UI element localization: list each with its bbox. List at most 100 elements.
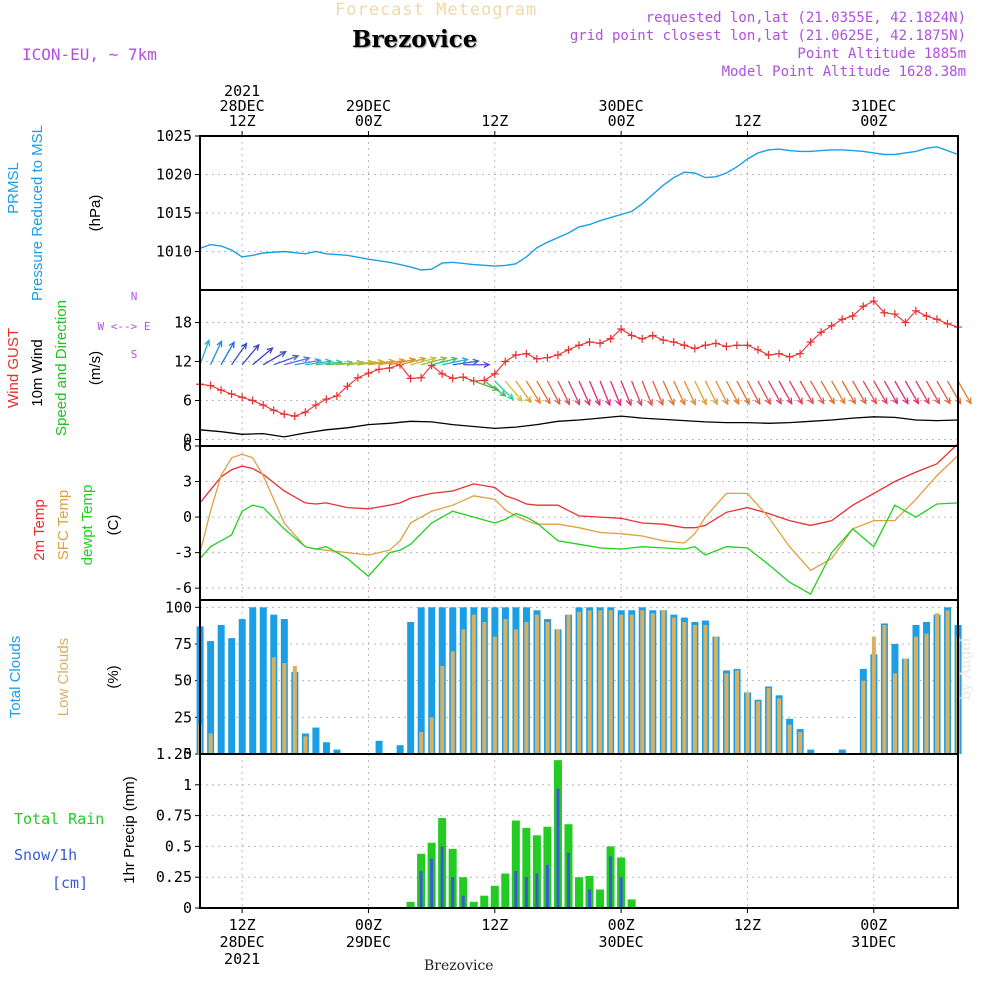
low-clouds-bar <box>650 613 655 754</box>
wind-direction-arrowhead <box>625 399 632 407</box>
temp-unit-label: (C) <box>105 515 122 536</box>
wind-gust-point <box>617 325 626 333</box>
low-clouds-bar <box>640 610 645 754</box>
total-clouds-bar <box>396 745 404 754</box>
clouds-y-tick-label: 0 <box>183 745 192 763</box>
wind-gust-point <box>385 364 394 372</box>
wind-gust-point <box>890 310 899 319</box>
wind-direction-arrowhead <box>807 397 814 405</box>
wind-direction-arrow <box>294 359 321 366</box>
wind-direction-arrow <box>704 380 718 405</box>
wind-direction-arrowhead <box>796 397 803 406</box>
compass-south: S <box>131 348 138 361</box>
wind-direction-arrow <box>199 340 210 365</box>
wind-direction-arrow <box>399 357 426 366</box>
wind-gust-point <box>638 334 647 343</box>
wind-direction-arrow <box>683 380 696 405</box>
pressure-line <box>199 146 959 271</box>
low-clouds-bar <box>682 622 687 754</box>
wind-direction-arrow <box>305 360 332 366</box>
low-clouds-label: Low Clouds <box>55 638 72 716</box>
wind-direction-arrowhead <box>913 397 920 405</box>
total-clouds-bar <box>249 607 257 754</box>
wind-gust-point <box>701 341 710 350</box>
time-label-bottom: 28DEC <box>220 933 265 951</box>
low-clouds-bar <box>556 629 561 754</box>
snow-bar <box>545 864 549 908</box>
rain-bar <box>490 885 499 908</box>
wind-direction-arrow <box>641 380 653 406</box>
temp-y-tick-label: 6 <box>183 437 192 455</box>
clouds-unit-label: (%) <box>105 665 122 688</box>
precip-y-tick-label: 0.25 <box>156 868 192 886</box>
wind-direction-arrow <box>315 361 342 366</box>
low-clouds-bar <box>419 732 424 754</box>
wind-gust-point <box>238 393 247 402</box>
snow-unit-label: [cm] <box>52 874 88 892</box>
wind-direction-arrow <box>957 380 972 404</box>
snow-bar <box>619 877 623 908</box>
wind-direction-arrowhead <box>429 356 438 363</box>
wind-gust-point <box>374 365 383 374</box>
wind-direction-arrowhead <box>483 361 491 368</box>
wind-speed-line <box>199 415 959 438</box>
rain-bar <box>532 835 541 908</box>
wind-gust-point <box>690 344 699 353</box>
wind-gust-point <box>680 341 689 350</box>
wind-gust-point <box>869 297 878 306</box>
pressure-y-tick-label: 1025 <box>156 127 192 145</box>
wind-10m-label: 10m Wind <box>29 339 46 407</box>
wind-direction-arrow <box>746 380 761 405</box>
wind-direction-arrowhead <box>891 397 899 405</box>
wind-gust-point <box>753 345 762 354</box>
time-label-bottom: 31DEC <box>851 933 896 951</box>
total-clouds-bar <box>807 749 815 754</box>
wind-gust-point <box>922 312 931 320</box>
wind-gust-point <box>469 377 478 385</box>
wind-direction-arrow <box>578 380 591 406</box>
wind-direction-arrow <box>715 380 729 405</box>
low-clouds-bar <box>598 610 603 754</box>
wind-direction-arrowhead <box>849 397 856 405</box>
total-clouds-bar <box>417 607 425 754</box>
temp-2m-label: 2m Temp <box>31 499 48 560</box>
precip-y-tick-label: 0 <box>183 899 192 917</box>
wind-gust-point <box>943 319 952 328</box>
wind-direction-arrowhead <box>679 398 686 406</box>
wind-direction-arrow <box>820 380 835 404</box>
wind-gust-point <box>501 357 510 366</box>
rain-bar <box>459 877 468 908</box>
wind-gust-point <box>564 345 573 354</box>
wind-direction-arrow <box>841 380 856 404</box>
pressure-y-tick-label: 1010 <box>156 243 192 261</box>
low-clouds-bar <box>745 692 750 754</box>
low-clouds-bar <box>777 698 782 754</box>
wind-direction-arrowhead <box>228 340 235 349</box>
wind-gust-point <box>606 334 615 343</box>
time-label-top: 30DEC <box>599 97 644 115</box>
wind-direction-arrowhead <box>764 397 771 406</box>
wind-direction-arrow <box>831 380 846 404</box>
wind-direction-arrowhead <box>377 359 386 366</box>
low-clouds-bar <box>871 636 876 754</box>
total-clouds-bar <box>238 619 246 754</box>
wind-y-tick-label: 6 <box>183 392 192 410</box>
wind-direction-arrow <box>431 357 457 366</box>
wind-direction-arrowhead <box>775 397 782 406</box>
low-clouds-bar <box>608 610 613 754</box>
snow-bar <box>419 871 423 908</box>
wind-direction-arrow <box>788 380 803 405</box>
wind-gust-point <box>669 338 678 346</box>
wind-direction-arrow <box>915 380 930 404</box>
rain-bar <box>480 895 489 908</box>
wind-direction-arrow <box>767 380 782 405</box>
wind-direction-arrowhead <box>253 343 260 351</box>
precip-unit-label: 1hr Precip (mm) <box>121 776 138 884</box>
rain-label: Total Rain <box>14 810 104 828</box>
wind-gust-point <box>859 302 868 311</box>
wind-direction-arrow <box>494 380 514 400</box>
wind-direction-arrowhead <box>690 398 696 406</box>
time-label-bottom: 29DEC <box>346 933 391 951</box>
low-clouds-bar <box>271 657 276 754</box>
wind-gust-point <box>827 321 836 330</box>
